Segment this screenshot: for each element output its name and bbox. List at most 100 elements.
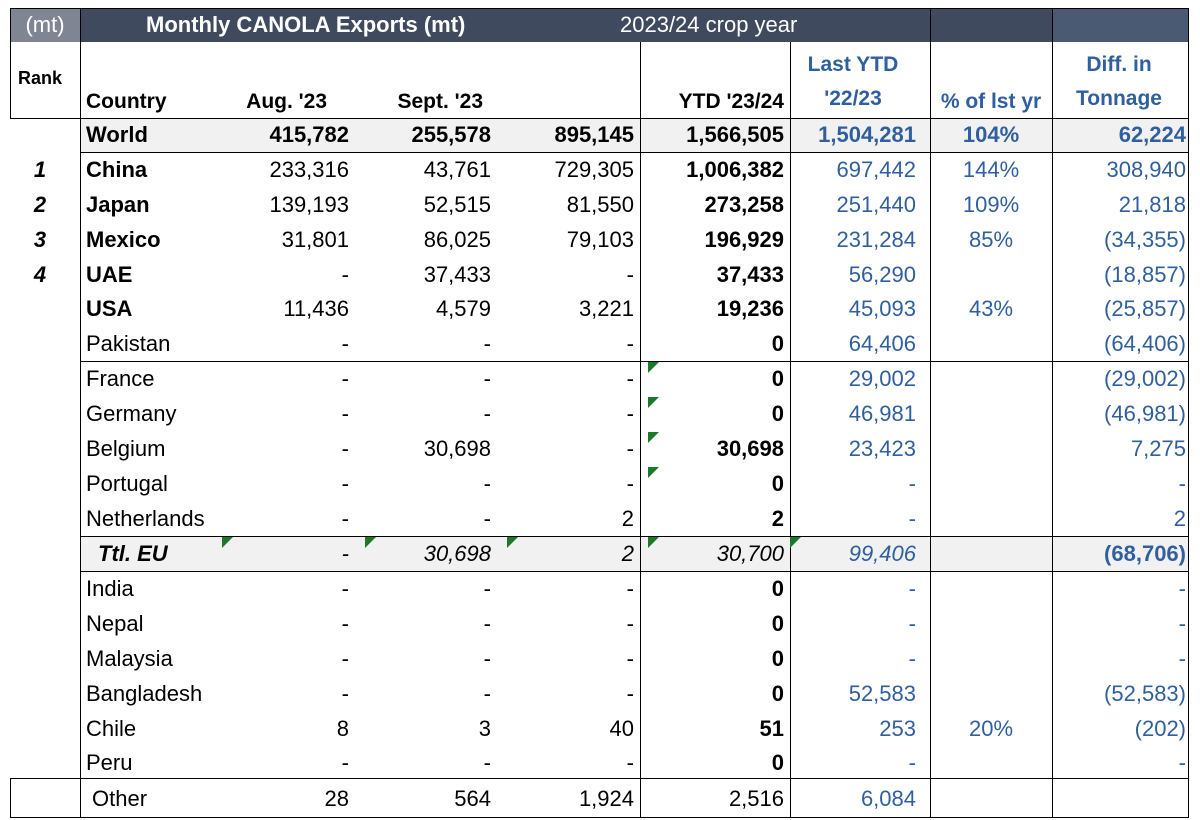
row-diff: - [1178, 470, 1186, 496]
row-sept: - [483, 750, 491, 775]
grid-line [1188, 8, 1189, 818]
row-sept: 43,761 [423, 156, 491, 182]
table-row: Chile 8 3 40 51 253 20% (202) [0, 711, 1200, 746]
grid-line [80, 361, 1188, 362]
row-diff: (34,355) [1104, 226, 1186, 252]
row-ytd: 0 [771, 470, 784, 496]
row-aug: - [341, 365, 349, 391]
row-last-ytd: - [908, 575, 916, 601]
row-last-ytd: - [908, 610, 916, 636]
row-pct [930, 361, 1052, 396]
table-row: 3 Mexico 31,801 86,025 79,103 196,929 231,284 8… [0, 222, 1200, 257]
grid-line [930, 8, 931, 818]
row-country: Japan [86, 191, 150, 217]
header-country: Country [86, 90, 167, 113]
row-pct: 85% [968, 226, 1014, 252]
row-diff: 2 [1173, 505, 1186, 531]
row-country: Chile [86, 715, 137, 741]
header-ytd: YTD '23/24 [678, 90, 784, 113]
row-diff: - [1178, 645, 1186, 671]
row-sept: 86,025 [423, 226, 491, 252]
row-aug: 31,801 [281, 226, 349, 252]
row-country: Malaysia [86, 645, 173, 671]
row-oct: - [626, 575, 634, 601]
row-aug: 8 [336, 715, 349, 741]
world-row: World 415,782 255,578 895,145 1,566,505 1,504… [0, 118, 1200, 152]
row-last-ytd: 45,093 [848, 296, 916, 321]
row-diff: (25,857) [1104, 296, 1186, 321]
row-rank [0, 118, 80, 152]
row-oct: - [626, 365, 634, 391]
row-rank [0, 536, 80, 571]
row-country: Bangladesh [86, 680, 203, 706]
title-band-pct [930, 8, 1052, 42]
row-rank [0, 746, 80, 780]
row-pct [930, 466, 1052, 501]
row-country: UAE [86, 261, 133, 287]
row-aug: - [341, 540, 349, 566]
header-oct [497, 42, 640, 118]
row-ytd: 0 [771, 750, 784, 775]
comment-marker-icon [790, 537, 801, 548]
row-pct [930, 571, 1052, 606]
row-rank [0, 361, 80, 396]
row-country: Pakistan [86, 330, 171, 356]
row-sept: 30,698 [423, 540, 491, 566]
row-oct: 81,550 [566, 191, 634, 217]
row-ytd: 37,433 [716, 261, 784, 287]
row-country: France [86, 365, 155, 391]
row-country: Ttl. EU [98, 540, 168, 566]
row-oct: - [626, 261, 634, 287]
row-country: Germany [86, 400, 177, 426]
row-last-ytd: 29,002 [848, 365, 916, 391]
row-aug: - [341, 505, 349, 531]
header-rank: Rank [17, 68, 62, 88]
header-last-ytd: Last YTD '22/23 [790, 42, 930, 118]
grid-line [640, 42, 641, 818]
row-aug: 415,782 [269, 122, 349, 147]
row-last-ytd: - [908, 750, 916, 775]
table-row: Bangladesh - - - 0 52,583 (52,583) [0, 676, 1200, 711]
grid-line [80, 536, 1188, 537]
eu-total-row: Ttl. EU - 30,698 2 30,700 99,406 (68,706) [0, 536, 1200, 571]
row-rank [0, 466, 80, 501]
row-country: USA [86, 296, 133, 321]
row-country: Other [92, 785, 148, 811]
row-last-ytd: 253 [879, 715, 916, 741]
row-oct: - [626, 470, 634, 496]
table-row: Pakistan - - - 0 64,406 (64,406) [0, 326, 1200, 361]
row-last-ytd: 56,290 [848, 261, 916, 287]
table-title: Monthly CANOLA Exports (mt) [146, 12, 466, 37]
row-aug: - [341, 680, 349, 706]
table-row: 4 UAE - 37,433 - 37,433 56,290 (18,857) [0, 257, 1200, 292]
row-aug: 139,193 [269, 191, 349, 217]
header-last-ytd-line2: '22/23 [824, 87, 882, 110]
row-sept: 3 [478, 715, 491, 741]
row-last-ytd: - [908, 645, 916, 671]
grid-line [10, 778, 11, 818]
row-oct: 2 [621, 505, 634, 531]
row-last-ytd: 99,406 [848, 540, 916, 566]
row-oct: 40 [609, 715, 634, 741]
row-rank: 3 [33, 226, 47, 252]
comment-marker-icon [648, 362, 659, 373]
row-aug: - [341, 610, 349, 636]
header-row: Rank Country Aug. '23 Sept. '23 YTD '23/… [0, 42, 1200, 118]
row-sept: 255,578 [411, 122, 491, 147]
row-sept: - [483, 400, 491, 426]
header-pct: % of lst yr [940, 90, 1042, 113]
comment-marker-icon [365, 537, 376, 548]
row-rank: 4 [33, 261, 47, 287]
row-last-ytd: 52,583 [848, 680, 916, 706]
row-sept: - [483, 470, 491, 496]
comment-marker-icon [507, 537, 518, 548]
table-row: USA 11,436 4,579 3,221 19,236 45,093 43% (25,85… [0, 292, 1200, 326]
row-last-ytd: 231,284 [836, 226, 916, 252]
row-diff: 7,275 [1130, 435, 1186, 461]
row-country: Peru [86, 750, 133, 775]
row-country: World [86, 122, 148, 147]
row-ytd: 51 [759, 715, 784, 741]
crop-year-label: 2023/24 crop year [620, 12, 798, 37]
table-row: 1 China 233,316 43,761 729,305 1,006,382 697,4… [0, 152, 1200, 187]
row-sept: 52,515 [423, 191, 491, 217]
